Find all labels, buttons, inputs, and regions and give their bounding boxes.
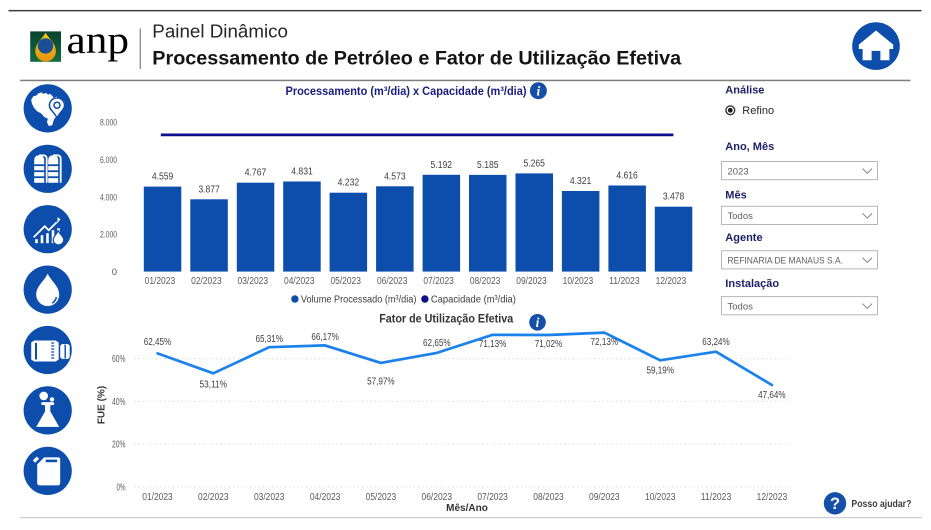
svg-text:10/2023: 10/2023	[563, 276, 594, 287]
svg-text:Todos: Todos	[728, 301, 754, 312]
svg-text:08/2023: 08/2023	[470, 276, 501, 287]
svg-text:40%: 40%	[112, 397, 126, 408]
svg-text:71,13%: 71,13%	[479, 339, 507, 350]
svg-text:8.000: 8.000	[100, 118, 117, 129]
svg-text:Agente: Agente	[725, 232, 762, 244]
svg-text:?: ?	[830, 495, 840, 513]
svg-text:4.616: 4.616	[616, 171, 638, 182]
svg-text:06/2023: 06/2023	[377, 276, 408, 287]
svg-text:4.559: 4.559	[152, 172, 174, 183]
svg-text:5.185: 5.185	[477, 160, 499, 171]
svg-text:4.573: 4.573	[384, 171, 406, 182]
svg-text:4.232: 4.232	[338, 178, 360, 189]
svg-text:FUE (%): FUE (%)	[97, 386, 108, 424]
svg-text:62,65%: 62,65%	[423, 338, 451, 349]
svg-text:02/2023: 02/2023	[191, 276, 222, 287]
svg-text:01/2023: 01/2023	[145, 276, 176, 287]
svg-text:Fator de Utilização Efetiva: Fator de Utilização Efetiva	[379, 311, 513, 325]
svg-text:12/2023: 12/2023	[656, 276, 687, 287]
svg-text:4.831: 4.831	[291, 167, 313, 178]
svg-text:5.265: 5.265	[523, 158, 545, 169]
svg-text:2.000: 2.000	[100, 230, 117, 241]
svg-text:6.000: 6.000	[100, 155, 117, 166]
svg-text:Processamento de Petróleo e Fa: Processamento de Petróleo e Fator de Uti…	[152, 48, 682, 70]
svg-text:4.767: 4.767	[245, 168, 267, 179]
svg-text:anp: anp	[67, 18, 130, 62]
svg-text:04/2023: 04/2023	[310, 492, 341, 503]
svg-text:07/2023: 07/2023	[477, 492, 508, 503]
svg-text:Mês: Mês	[725, 189, 746, 201]
svg-text:Processamento (m³/dia) x Capac: Processamento (m³/dia) x Capacidade (m³/…	[286, 84, 527, 98]
svg-text:03/2023: 03/2023	[254, 492, 285, 503]
svg-text:2023: 2023	[728, 166, 749, 177]
svg-text:Instalação: Instalação	[725, 278, 779, 290]
svg-text:71,02%: 71,02%	[535, 339, 563, 350]
svg-text:07/2023: 07/2023	[423, 276, 454, 287]
svg-text:Todos: Todos	[728, 211, 754, 222]
svg-text:09/2023: 09/2023	[516, 276, 547, 287]
svg-text:60%: 60%	[112, 354, 126, 365]
svg-text:57,97%: 57,97%	[367, 377, 395, 388]
svg-text:47,64%: 47,64%	[758, 390, 786, 401]
svg-text:09/2023: 09/2023	[589, 492, 620, 503]
svg-text:63,24%: 63,24%	[702, 337, 730, 348]
svg-text:05/2023: 05/2023	[330, 276, 361, 287]
svg-text:65,31%: 65,31%	[255, 334, 283, 345]
svg-text:11/2023: 11/2023	[609, 276, 640, 287]
svg-text:Análise: Análise	[725, 85, 764, 97]
svg-text:11/2023: 11/2023	[701, 492, 732, 503]
svg-text:66,17%: 66,17%	[311, 332, 339, 343]
svg-text:3.877: 3.877	[198, 184, 220, 195]
svg-text:0: 0	[112, 267, 117, 278]
svg-text:4.000: 4.000	[100, 192, 117, 203]
svg-text:Refino: Refino	[742, 105, 774, 117]
svg-text:REFINARIA DE MANAUS S.A.: REFINARIA DE MANAUS S.A.	[728, 256, 844, 267]
svg-text:Ano, Mês: Ano, Mês	[725, 141, 774, 153]
svg-text:53,11%: 53,11%	[200, 380, 228, 391]
svg-text:04/2023: 04/2023	[284, 276, 315, 287]
svg-text:62,45%: 62,45%	[144, 337, 172, 348]
svg-text:08/2023: 08/2023	[533, 492, 564, 503]
svg-text:12/2023: 12/2023	[757, 492, 788, 503]
svg-text:72,13%: 72,13%	[591, 337, 619, 348]
svg-text:59,19%: 59,19%	[646, 365, 674, 376]
svg-text:02/2023: 02/2023	[198, 492, 229, 503]
svg-text:Volume Processado (m³/dia): Volume Processado (m³/dia)	[301, 295, 417, 306]
svg-text:10/2023: 10/2023	[645, 492, 676, 503]
svg-text:01/2023: 01/2023	[142, 492, 173, 503]
svg-text:i: i	[537, 83, 541, 98]
svg-text:06/2023: 06/2023	[422, 492, 453, 503]
svg-text:03/2023: 03/2023	[238, 276, 269, 287]
svg-text:Painel Dinâmico: Painel Dinâmico	[152, 20, 288, 41]
svg-text:Posso ajudar?: Posso ajudar?	[851, 499, 911, 510]
svg-text:0%: 0%	[117, 482, 126, 493]
svg-text:5.192: 5.192	[431, 160, 453, 171]
svg-text:20%: 20%	[112, 440, 126, 451]
svg-text:05/2023: 05/2023	[366, 492, 397, 503]
svg-text:i: i	[536, 315, 540, 330]
svg-text:Mês/Ano: Mês/Ano	[446, 503, 488, 514]
svg-text:4.321: 4.321	[570, 176, 592, 187]
svg-text:Capacidade (m³/dia): Capacidade (m³/dia)	[431, 295, 516, 306]
svg-text:3.478: 3.478	[663, 192, 685, 203]
